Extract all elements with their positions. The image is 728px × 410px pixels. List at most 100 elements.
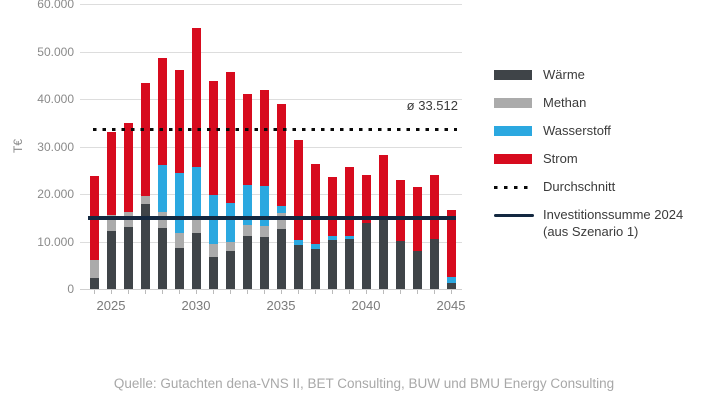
bar-2041 — [378, 154, 388, 289]
segment-wasserstoff-2029 — [174, 173, 184, 234]
legend-item-waerme: Wärme — [494, 66, 683, 84]
y-tick-label: 10.000 — [37, 234, 74, 249]
segment-wärme-2035 — [276, 229, 286, 289]
bar-2033 — [242, 94, 252, 289]
gridline — [80, 194, 462, 195]
segment-strom-2034 — [259, 90, 269, 186]
investitionssumme-swatch-box — [494, 206, 534, 224]
methan-swatch-box — [494, 94, 534, 112]
bar-2045 — [446, 210, 456, 289]
solid-line-icon — [494, 213, 534, 217]
segment-wärme-2025 — [106, 231, 116, 289]
segment-wasserstoff-2035 — [276, 206, 286, 213]
bar-2039 — [344, 166, 354, 289]
bar-2034 — [259, 90, 269, 289]
segment-wärme-2026 — [123, 226, 133, 289]
y-tick-label: 50.000 — [37, 44, 74, 59]
legend-label-methan: Methan — [543, 95, 587, 110]
legend-label-wasserstoff: Wasserstoff — [543, 123, 611, 138]
segment-methan-2032 — [225, 241, 235, 252]
segment-strom-2031 — [208, 80, 218, 195]
x-tick-label: 2035 — [266, 298, 296, 313]
x-tick — [366, 290, 367, 294]
segment-strom-2030 — [191, 28, 201, 167]
segment-wasserstoff-2030 — [191, 166, 201, 219]
strom-swatch-icon — [494, 154, 532, 164]
bar-2028 — [157, 58, 167, 289]
segment-wärme-2037 — [310, 248, 320, 289]
segment-strom-2041 — [378, 154, 388, 221]
segment-methan-2024 — [89, 260, 99, 279]
waerme-swatch-box — [494, 66, 534, 84]
segment-methan-2029 — [174, 233, 184, 249]
segment-wasserstoff-2038 — [327, 235, 337, 241]
segment-strom-2040 — [361, 174, 371, 223]
bar-2024 — [89, 175, 99, 289]
bar-2030 — [191, 28, 201, 289]
segment-wärme-2027 — [140, 203, 150, 289]
legend-label-waerme: Wärme — [543, 67, 585, 82]
segment-wärme-2032 — [225, 251, 235, 289]
x-tick — [349, 290, 350, 294]
bar-2037 — [310, 164, 320, 289]
segment-methan-2033 — [242, 224, 252, 236]
average-annotation: ø 33.512 — [406, 98, 458, 113]
segment-strom-2035 — [276, 104, 286, 207]
x-tick — [434, 290, 435, 294]
legend-item-investitionssumme: Investitionssumme 2024 (aus Szenario 1) — [494, 206, 683, 240]
bar-2038 — [327, 176, 337, 289]
legend-label-strom: Strom — [543, 151, 578, 166]
gridline — [80, 99, 462, 100]
x-tick — [196, 290, 197, 294]
segment-wärme-2036 — [293, 244, 303, 289]
segment-strom-2037 — [310, 164, 320, 244]
reference-line — [88, 216, 456, 221]
segment-wärme-2030 — [191, 233, 201, 289]
segment-wärme-2039 — [344, 239, 354, 289]
y-tick-label: 20.000 — [37, 187, 74, 201]
bar-2027 — [140, 82, 150, 289]
segment-wärme-2041 — [378, 220, 388, 289]
bar-2031 — [208, 80, 218, 289]
y-tick-label: 60.000 — [37, 0, 74, 11]
segment-wasserstoff-2039 — [344, 235, 354, 240]
x-tick — [179, 290, 180, 294]
legend-label-investitionssumme: Investitionssumme 2024 (aus Szenario 1) — [543, 206, 683, 240]
y-tick-label: 0 — [67, 282, 74, 296]
segment-strom-2028 — [157, 58, 167, 165]
source-text: Quelle: Gutachten dena-VNS II, BET Consu… — [113, 376, 615, 391]
gridline — [80, 4, 462, 5]
durchschnitt-swatch-box — [494, 178, 534, 196]
x-tick — [451, 290, 452, 294]
x-tick-label: 2025 — [96, 298, 126, 313]
segment-wärme-2043 — [412, 251, 422, 289]
segment-methan-2031 — [208, 243, 218, 257]
segment-strom-2036 — [293, 140, 303, 240]
segment-wärme-2042 — [395, 241, 405, 289]
segment-wärme-2034 — [259, 236, 269, 289]
dotted-line-icon — [494, 185, 534, 189]
segment-strom-2032 — [225, 72, 235, 204]
x-tick-label: 2045 — [436, 298, 466, 313]
x-tick — [383, 290, 384, 294]
x-tick — [332, 290, 333, 294]
segment-strom-2039 — [344, 166, 354, 236]
segment-strom-2029 — [174, 69, 184, 174]
legend-label-durchschnitt: Durchschnitt — [543, 179, 616, 194]
bar-2043 — [412, 186, 422, 289]
x-tick — [111, 290, 112, 294]
strom-swatch-box — [494, 150, 534, 168]
segment-strom-2038 — [327, 176, 337, 236]
bar-2036 — [293, 140, 303, 289]
x-tick — [94, 290, 95, 294]
segment-wärme-2029 — [174, 248, 184, 289]
bar-2035 — [276, 104, 286, 289]
legend-item-wasserstoff: Wasserstoff — [494, 122, 683, 140]
x-tick — [417, 290, 418, 294]
x-tick — [128, 290, 129, 294]
segment-wärme-2044 — [429, 239, 439, 289]
x-tick — [247, 290, 248, 294]
segment-wasserstoff-2036 — [293, 239, 303, 245]
x-tick — [315, 290, 316, 294]
wasserstoff-swatch-box — [494, 122, 534, 140]
